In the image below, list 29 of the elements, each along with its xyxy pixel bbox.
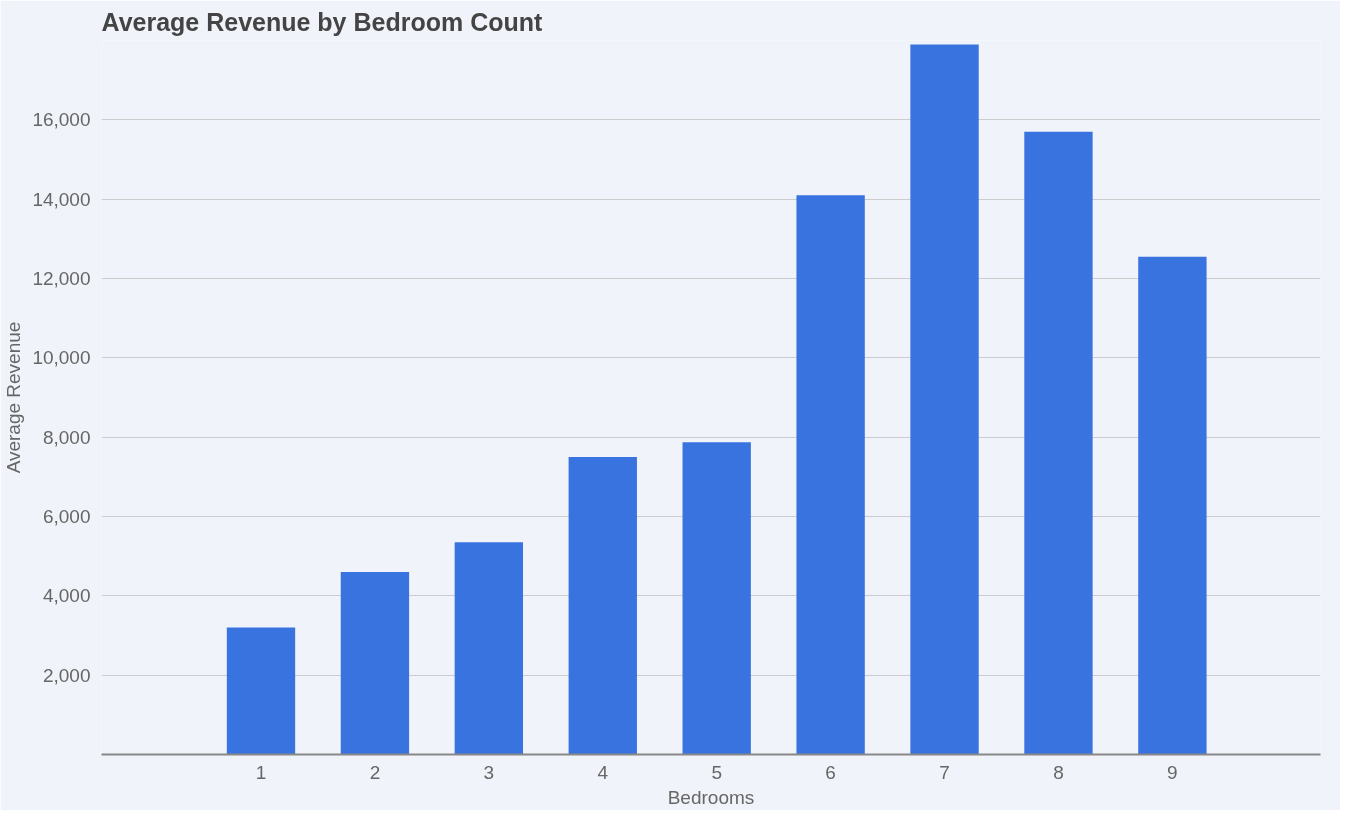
bar	[1138, 256, 1207, 755]
y-tick-label: 8,000	[42, 426, 91, 448]
x-tick-label: 6	[825, 761, 836, 783]
y-tick-label: 6,000	[42, 506, 91, 527]
bar	[910, 44, 979, 755]
bar	[1024, 131, 1093, 755]
bar	[454, 542, 524, 755]
y-tick-label: 10,000	[32, 347, 91, 369]
y-tick-label: 4,000	[42, 585, 91, 607]
y-tick-label: 2,000	[42, 664, 91, 686]
x-tick-label: 1	[255, 761, 267, 783]
x-tick-label: 9	[1167, 761, 1178, 783]
bar	[568, 457, 637, 755]
x-tick-label: 8	[1053, 761, 1064, 783]
bar	[682, 442, 751, 755]
bar	[226, 627, 296, 755]
x-tick-label: 7	[939, 761, 950, 783]
x-tick-label: 3	[483, 761, 495, 783]
x-tick-label: 2	[369, 761, 381, 783]
y-axis-title: Average Revenue	[3, 321, 25, 474]
bar	[340, 572, 410, 755]
x-axis-title: Bedrooms	[667, 786, 755, 808]
y-tick-label: 12,000	[32, 268, 91, 289]
chart-title: Average Revenue by Bedroom Count	[101, 7, 544, 36]
x-tick-label: 5	[711, 761, 722, 783]
bar	[796, 195, 865, 755]
y-tick-label: 16,000	[32, 109, 91, 131]
x-tick-label: 4	[597, 761, 609, 783]
y-tick-label: 14,000	[32, 188, 91, 210]
